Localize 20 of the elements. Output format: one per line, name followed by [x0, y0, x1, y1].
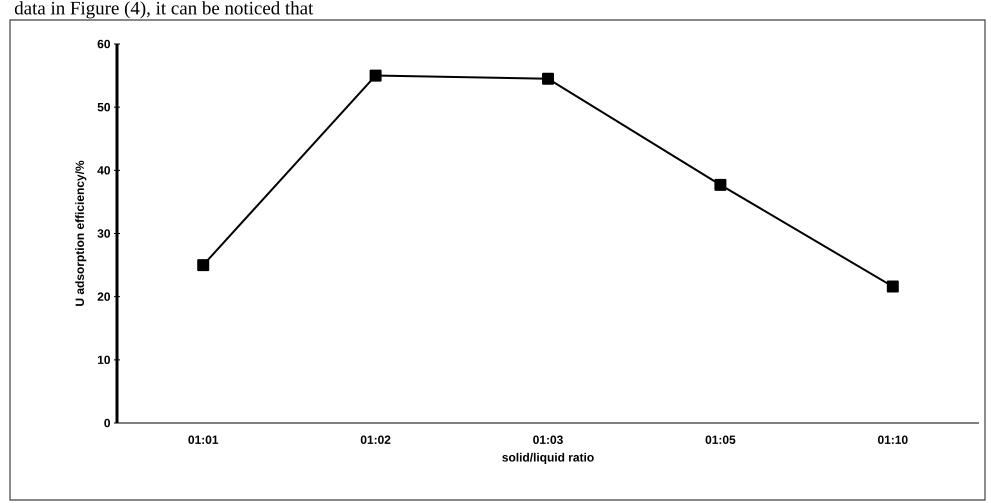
x-tick-label: 01:02 — [360, 436, 390, 444]
y-tick-label: 60 — [98, 40, 110, 48]
x-axis-title: solid/liquid ratio — [502, 452, 594, 464]
y-axis-title: U adsorption efficiency/% — [75, 160, 86, 306]
y-tick-label: 40 — [97, 166, 110, 175]
point — [370, 70, 382, 82]
x-tick-label: 01:10 — [878, 436, 908, 444]
y-tick-label: 0 — [104, 418, 110, 428]
y-tick-label: 50 — [98, 102, 110, 112]
y-tick-label: 30 — [97, 229, 110, 238]
x-tick-label: 01:03 — [533, 436, 563, 444]
point — [197, 259, 210, 272]
text: data in Figure (4), it can be noticed that — [14, 1, 314, 18]
y-tick-label: 20 — [98, 292, 110, 301]
point — [714, 178, 726, 191]
point — [886, 280, 899, 293]
x-tick-label: 01:01 — [188, 436, 218, 444]
point — [542, 72, 554, 85]
y-tick-label: 10 — [98, 356, 110, 364]
x-tick-label: 01:05 — [706, 436, 736, 444]
